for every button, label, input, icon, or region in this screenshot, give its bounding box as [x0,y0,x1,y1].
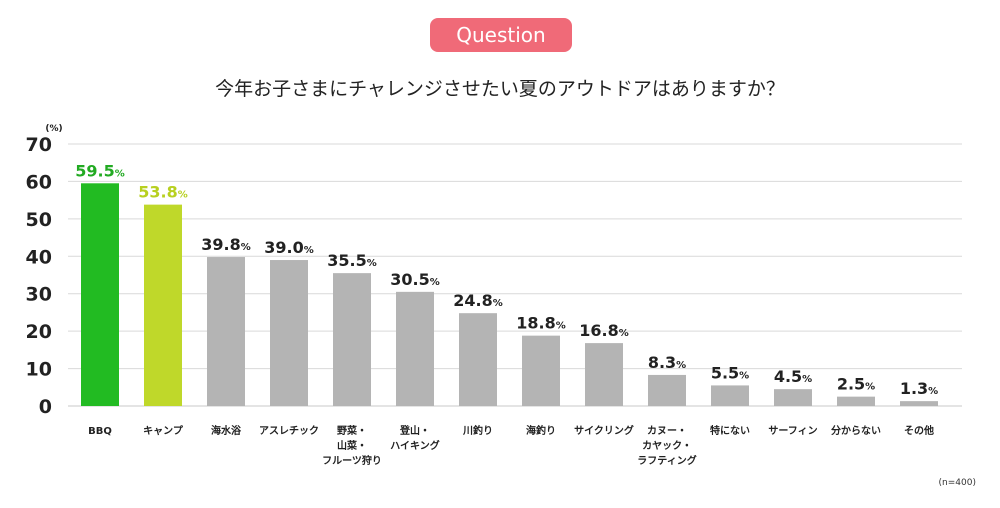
data-label: 16.8% [579,321,629,340]
bar [207,257,245,406]
sample-size-note: (n=400) [938,478,976,488]
y-tick-label: 40 [26,246,52,268]
bar [774,389,812,406]
data-label: 30.5% [390,270,440,289]
category-label: キャンプ [143,424,184,437]
bar [270,260,308,406]
bar [333,273,371,406]
category-label: その他 [904,424,934,437]
bar [585,343,623,406]
data-label: 39.0% [264,238,314,257]
category-label: 分からない [831,424,881,437]
data-label: 24.8% [453,291,503,310]
bar [648,374,686,406]
y-unit-label: (%) [45,124,62,134]
category-label: アスレチック [259,425,319,437]
data-label: 1.3% [900,379,938,398]
y-tick-label: 10 [26,359,52,381]
bar [144,204,182,406]
bar [837,396,875,406]
bar [900,401,938,406]
category-label: 野菜・山菜・フルーツ狩り [322,424,382,467]
data-label: 59.5% [75,161,125,180]
category-label: 海水浴 [211,424,242,437]
y-tick-label: 50 [26,209,52,231]
bar [459,313,497,406]
category-label: カヌー・カヤック・ラフティング [637,425,696,467]
bar [396,291,434,406]
y-tick-label: 0 [39,396,52,418]
bar [81,183,119,406]
data-label: 35.5% [327,251,377,270]
y-tick-label: 30 [26,284,52,306]
data-label: 5.5% [711,363,749,382]
category-label: 海釣り [526,424,556,437]
category-label: BBQ [88,426,112,437]
y-tick-label: 20 [26,321,52,343]
data-label: 53.8% [138,183,188,202]
category-label: 特にない [710,424,750,437]
bar [522,335,560,406]
bar [711,385,749,406]
chart-title: 今年お子さまにチャレンジさせたい夏のアウトドアはありますか？ [215,78,785,100]
data-label: 8.3% [648,353,686,372]
category-label: 登山・ハイキング [390,424,440,452]
y-tick-label: 60 [26,171,52,193]
data-label: 39.8% [201,235,251,254]
y-tick-label: 70 [26,134,52,156]
data-label: 2.5% [837,375,875,394]
data-label: 4.5% [774,367,812,386]
data-label: 18.8% [516,314,566,333]
question-badge: Question [430,18,572,52]
category-label: サーフィン [768,425,817,437]
category-label: サイクリング [574,424,634,437]
category-label: 川釣り [462,424,493,437]
